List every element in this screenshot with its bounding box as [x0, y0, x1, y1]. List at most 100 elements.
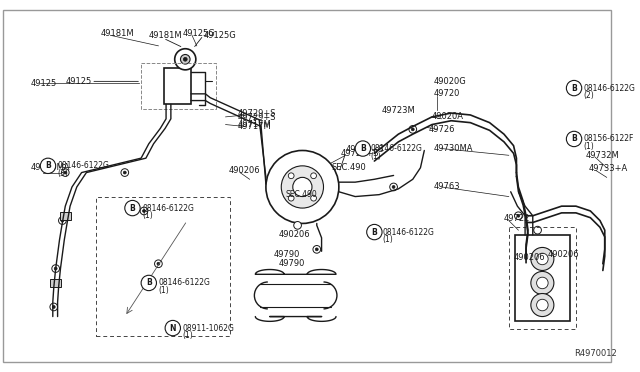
Circle shape: [536, 253, 548, 265]
Bar: [515, 235, 570, 321]
Circle shape: [536, 299, 548, 311]
Text: 08146-6122G: 08146-6122G: [382, 228, 434, 237]
Circle shape: [536, 277, 548, 289]
Circle shape: [294, 221, 301, 229]
Text: (2): (2): [584, 91, 595, 100]
Text: B: B: [129, 203, 135, 212]
Text: 08146-6122G: 08146-6122G: [58, 161, 109, 170]
Text: 49729+S: 49729+S: [340, 149, 380, 158]
Text: 490206: 490206: [278, 231, 310, 240]
Text: B: B: [571, 84, 577, 93]
Circle shape: [124, 171, 126, 174]
Text: 49730MA: 49730MA: [434, 144, 474, 153]
Circle shape: [61, 219, 64, 222]
Circle shape: [165, 320, 180, 336]
Text: 49733+A: 49733+A: [588, 164, 628, 173]
Text: SEC.490: SEC.490: [331, 163, 366, 172]
Circle shape: [61, 169, 69, 176]
Text: 49717M: 49717M: [238, 120, 272, 129]
Circle shape: [54, 267, 57, 270]
Text: B: B: [360, 144, 365, 153]
Circle shape: [64, 171, 67, 174]
Circle shape: [316, 248, 318, 251]
Text: 49181M: 49181M: [148, 31, 182, 40]
Circle shape: [515, 212, 522, 219]
Text: 49723M: 49723M: [382, 106, 416, 115]
Text: 49729+S: 49729+S: [346, 145, 384, 154]
Text: B: B: [45, 161, 51, 170]
Text: 49717M: 49717M: [238, 122, 272, 131]
Text: 49729+S: 49729+S: [238, 113, 276, 122]
Bar: [164, 68, 191, 105]
Circle shape: [121, 169, 129, 176]
Circle shape: [52, 265, 60, 272]
Circle shape: [310, 195, 316, 201]
Circle shape: [531, 247, 554, 270]
Text: 08911-1062G: 08911-1062G: [182, 324, 234, 333]
Text: 49763: 49763: [434, 182, 461, 192]
Text: 49020G: 49020G: [434, 77, 467, 86]
Circle shape: [58, 217, 66, 224]
Text: 49726: 49726: [429, 125, 456, 134]
Text: (3): (3): [58, 169, 68, 178]
Text: 08146-6122G: 08146-6122G: [584, 84, 636, 93]
Text: 490206: 490206: [513, 253, 545, 262]
Circle shape: [154, 260, 162, 267]
Text: 49722: 49722: [504, 214, 531, 223]
Circle shape: [534, 226, 541, 234]
Text: 490206: 490206: [228, 166, 260, 175]
Bar: [60, 212, 71, 219]
Circle shape: [392, 186, 395, 188]
Circle shape: [566, 131, 582, 147]
Text: (1): (1): [182, 331, 193, 340]
Text: 08146-6122G: 08146-6122G: [371, 144, 422, 153]
Circle shape: [409, 125, 417, 133]
Circle shape: [143, 209, 145, 212]
Circle shape: [141, 275, 156, 291]
Text: B: B: [571, 134, 577, 144]
Circle shape: [531, 272, 554, 295]
Text: 49125: 49125: [65, 77, 92, 86]
Circle shape: [40, 158, 56, 173]
Circle shape: [266, 151, 339, 224]
Text: 49125G: 49125G: [204, 31, 236, 40]
Text: (1): (1): [584, 142, 595, 151]
Circle shape: [281, 166, 323, 208]
Circle shape: [310, 173, 316, 179]
Text: 49720: 49720: [434, 89, 460, 98]
Circle shape: [566, 80, 582, 96]
Circle shape: [175, 49, 196, 70]
Text: (1): (1): [142, 211, 153, 220]
Circle shape: [390, 183, 397, 191]
Circle shape: [157, 262, 160, 265]
Circle shape: [531, 294, 554, 317]
Text: 08156-6122F: 08156-6122F: [584, 134, 634, 144]
Circle shape: [180, 54, 190, 64]
Circle shape: [52, 305, 55, 308]
Text: 49020A: 49020A: [432, 112, 464, 121]
Text: 49790: 49790: [278, 259, 305, 268]
Circle shape: [140, 207, 148, 215]
Circle shape: [50, 303, 58, 311]
Circle shape: [367, 224, 382, 240]
Text: 490206: 490206: [547, 250, 579, 259]
Text: 08146-6122G: 08146-6122G: [142, 203, 194, 212]
Circle shape: [288, 173, 294, 179]
Text: 08146-6122G: 08146-6122G: [158, 279, 211, 288]
Text: R4970012: R4970012: [574, 349, 617, 357]
Text: 49125: 49125: [31, 79, 57, 88]
Text: (1): (1): [382, 235, 393, 244]
Text: 49723MA: 49723MA: [31, 163, 70, 172]
Text: 49125G: 49125G: [182, 29, 215, 38]
Text: B: B: [371, 228, 377, 237]
Text: (1): (1): [371, 152, 381, 161]
Text: SEC.490: SEC.490: [285, 190, 317, 199]
Text: 49729+S: 49729+S: [238, 109, 276, 118]
Circle shape: [412, 128, 414, 131]
Text: 49181M: 49181M: [100, 29, 134, 38]
Bar: [50, 279, 61, 287]
Circle shape: [183, 57, 187, 61]
Text: 49790: 49790: [273, 250, 300, 259]
Circle shape: [517, 214, 520, 217]
Circle shape: [288, 195, 294, 201]
